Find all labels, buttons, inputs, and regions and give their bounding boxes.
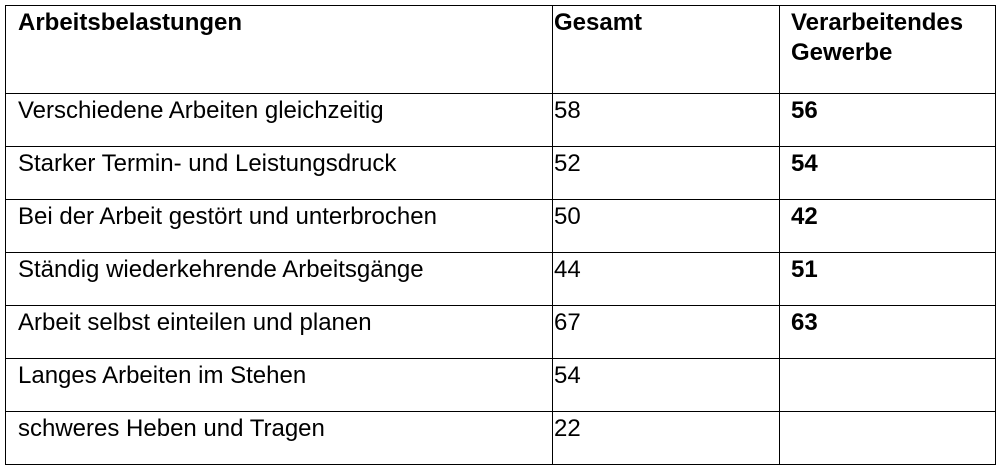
gewerbe-value: 51 xyxy=(791,256,818,283)
gesamt-value: 52 xyxy=(554,150,581,177)
table-row: Arbeit selbst einteilen und planen 67 63 xyxy=(5,305,996,359)
gewerbe-cell: 63 xyxy=(779,305,996,359)
row-label-cell: Starker Termin- und Leistungsdruck xyxy=(5,146,553,200)
table-row: Langes Arbeiten im Stehen 54 xyxy=(5,358,996,412)
gesamt-value: 50 xyxy=(554,203,581,230)
row-label-cell: schweres Heben und Tragen xyxy=(5,411,553,465)
gesamt-cell: 50 xyxy=(552,199,780,253)
row-label: Starker Termin- und Leistungsdruck xyxy=(18,150,397,177)
gesamt-cell: 22 xyxy=(552,411,780,465)
gewerbe-cell: 56 xyxy=(779,93,996,147)
gesamt-cell: 44 xyxy=(552,252,780,306)
gewerbe-cell xyxy=(779,358,996,412)
row-label: Langes Arbeiten im Stehen xyxy=(18,362,307,389)
gewerbe-value xyxy=(791,359,995,361)
row-label-cell: Ständig wiederkehrende Arbeitsgänge xyxy=(5,252,553,306)
gesamt-value: 44 xyxy=(554,256,581,283)
row-label-cell: Verschiedene Arbeiten gleichzeitig xyxy=(5,93,553,147)
table-row: Ständig wiederkehrende Arbeitsgänge 44 5… xyxy=(5,252,996,306)
table-row: Verschiedene Arbeiten gleichzeitig 58 56 xyxy=(5,93,996,147)
row-label-cell: Bei der Arbeit gestört und unterbrochen xyxy=(5,199,553,253)
header-verarbeitendes-gewerbe: Verarbeitendes Gewerbe xyxy=(779,5,996,94)
gewerbe-value: 54 xyxy=(791,150,818,177)
table-row: Starker Termin- und Leistungsdruck 52 54 xyxy=(5,146,996,200)
gesamt-cell: 67 xyxy=(552,305,780,359)
row-label: schweres Heben und Tragen xyxy=(18,415,325,442)
table-header-row: Arbeitsbelastungen Gesamt Verarbeitendes… xyxy=(5,5,996,94)
header-label: Gesamt xyxy=(554,9,643,36)
table-row: Bei der Arbeit gestört und unterbrochen … xyxy=(5,199,996,253)
gesamt-value: 22 xyxy=(554,415,581,442)
gewerbe-value: 56 xyxy=(791,97,818,124)
header-label: Arbeitsbelastungen xyxy=(18,9,243,36)
row-label-cell: Langes Arbeiten im Stehen xyxy=(5,358,553,412)
gesamt-value: 67 xyxy=(554,309,581,336)
gewerbe-value xyxy=(791,412,995,414)
row-label: Ständig wiederkehrende Arbeitsgänge xyxy=(18,256,424,283)
row-label: Arbeit selbst einteilen und planen xyxy=(18,309,372,336)
gewerbe-cell: 42 xyxy=(779,199,996,253)
gewerbe-cell: 54 xyxy=(779,146,996,200)
workload-table: Arbeitsbelastungen Gesamt Verarbeitendes… xyxy=(5,5,996,465)
gewerbe-cell: 51 xyxy=(779,252,996,306)
gewerbe-value: 63 xyxy=(791,309,818,336)
header-label: Verarbeitendes Gewerbe xyxy=(791,9,964,66)
gesamt-value: 58 xyxy=(554,97,581,124)
row-label: Bei der Arbeit gestört und unterbrochen xyxy=(18,203,437,230)
row-label-cell: Arbeit selbst einteilen und planen xyxy=(5,305,553,359)
gesamt-cell: 58 xyxy=(552,93,780,147)
header-arbeitsbelastungen: Arbeitsbelastungen xyxy=(5,5,553,94)
gewerbe-cell xyxy=(779,411,996,465)
gesamt-value: 54 xyxy=(554,362,581,389)
row-label: Verschiedene Arbeiten gleichzeitig xyxy=(18,97,384,124)
gesamt-cell: 54 xyxy=(552,358,780,412)
header-gesamt: Gesamt xyxy=(552,5,780,94)
gesamt-cell: 52 xyxy=(552,146,780,200)
gewerbe-value: 42 xyxy=(791,203,818,230)
table-row: schweres Heben und Tragen 22 xyxy=(5,411,996,465)
